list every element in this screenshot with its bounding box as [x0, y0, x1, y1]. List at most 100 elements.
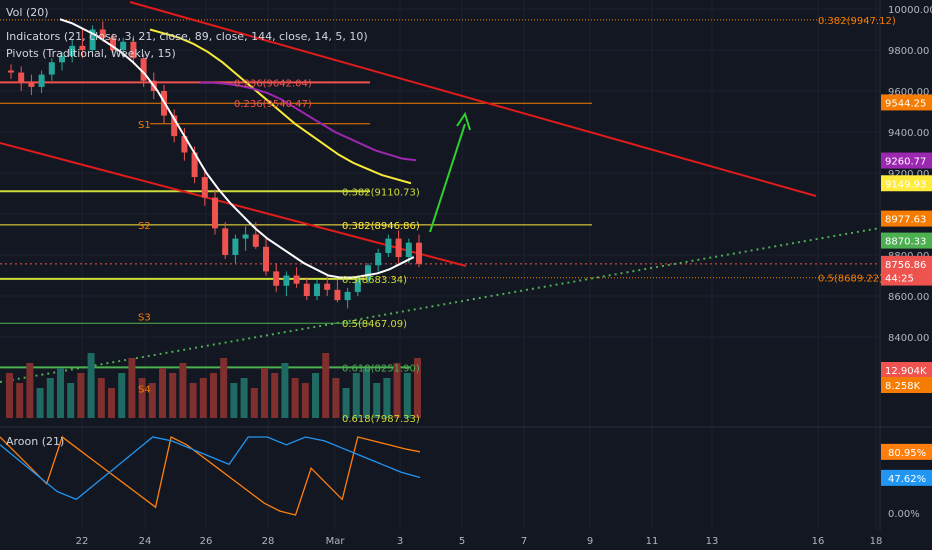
legend-volume[interactable]: Vol (20): [6, 6, 49, 19]
candle-body: [110, 37, 116, 50]
legend-indicators[interactable]: Indicators (21, close, 3, 21, close, 89,…: [6, 30, 368, 43]
price-badge: [881, 269, 932, 286]
volume-bar: [16, 383, 24, 418]
time-tick-label: 7: [521, 536, 527, 547]
volume-bar: [261, 368, 268, 418]
volume-bar: [312, 373, 319, 418]
volume-bar: [403, 373, 411, 418]
ema-lines: [59, 18, 417, 279]
projection-arrow: [429, 123, 466, 233]
time-tick-label: 13: [706, 536, 719, 547]
price-tick-label: 9600.00: [888, 87, 929, 98]
price-badge: [881, 152, 932, 169]
volume-bar: [148, 383, 156, 418]
candle-body: [79, 45, 86, 50]
pivot-label: S1: [138, 120, 151, 131]
volume-bar: [169, 373, 177, 418]
volume-bar: [291, 378, 299, 418]
candle-body: [344, 291, 351, 301]
support-trendline: [0, 227, 881, 383]
price-badge: [881, 94, 932, 111]
volume-bar: [332, 378, 340, 418]
price-badge-label: 9260.77: [885, 157, 926, 168]
price-badge-label: 9544.25: [885, 98, 926, 109]
volume-bar: [118, 373, 126, 418]
candle-body: [212, 197, 218, 229]
candle-body: [324, 283, 331, 290]
volume-bar: [189, 383, 197, 418]
volume-bar: [373, 383, 381, 418]
volume-bar: [138, 378, 146, 418]
candle-body: [181, 136, 188, 153]
candle-body: [405, 242, 412, 258]
volume-bar: [281, 363, 289, 418]
price-tick-label: 8600.00: [888, 292, 929, 303]
candle-body: [28, 82, 35, 87]
candle-body: [283, 275, 290, 286]
price-tick-label: 9800.00: [888, 46, 929, 57]
volume-bar: [342, 388, 350, 418]
time-axis: 22 24 26 28 Mar 3 5 7 9 11 13 16 18: [76, 536, 883, 547]
volume-bar: [6, 373, 13, 418]
price-axis: 10000.009800.009600.009400.009200.009000…: [881, 5, 932, 520]
volume-bar: [179, 363, 187, 418]
candle-body: [375, 252, 382, 266]
fib-label: 0.382(8946.86): [342, 221, 420, 232]
time-tick-label: 9: [587, 536, 593, 547]
pivot-label: S2: [138, 221, 151, 232]
price-badge: [881, 255, 932, 272]
volume-bar: [46, 378, 54, 418]
candle-body: [395, 238, 402, 258]
volume-bar: [322, 353, 330, 418]
legend-pivots[interactable]: Pivots (Traditional, Weekly, 15): [6, 47, 176, 60]
volume-bar: [240, 378, 248, 418]
aroon-pane: [0, 435, 421, 516]
volume-bar: [393, 363, 401, 418]
candle-body: [8, 70, 14, 73]
volume-bar: [108, 388, 115, 418]
volume-bar: [301, 383, 309, 418]
volume-bar: [57, 368, 64, 418]
candle-body: [201, 177, 208, 198]
price-badge-label: 8977.63: [885, 215, 926, 226]
volume-bar: [67, 383, 75, 418]
resistance-line-upper: [129, 1, 817, 197]
volume-bar: [352, 373, 360, 418]
candlestick-series[interactable]: [8, 21, 422, 309]
time-tick-label: 18: [870, 536, 883, 547]
aroon-badge-label: 0.00%: [888, 509, 920, 520]
volume-bar: [128, 358, 136, 418]
aroon-badge: [881, 469, 932, 486]
candle-body: [385, 238, 392, 253]
fib-label: 0.236(9540.47): [234, 99, 312, 110]
price-tick-label: 10000.00: [888, 5, 932, 16]
candle-body: [69, 45, 76, 57]
candle-body: [140, 58, 147, 81]
candle-body: [130, 41, 137, 59]
volume-badge: [881, 377, 932, 393]
volume-bar: [363, 368, 370, 418]
legend-aroon[interactable]: Aroon (21): [6, 435, 65, 448]
aroon-badge-label: 47.62%: [888, 474, 926, 485]
price-badge: [881, 175, 932, 192]
volume-bar: [97, 378, 105, 418]
volume-bar: [414, 358, 421, 418]
price-badge-label: 9149.93: [885, 179, 926, 190]
price-badge-label: 8870.33: [885, 237, 926, 248]
fib-label: 0.236(9642.04): [234, 78, 312, 89]
time-tick-label: 5: [459, 536, 465, 547]
volume-bar: [220, 358, 228, 418]
volume-bar: [199, 378, 207, 418]
candle-body: [89, 29, 96, 50]
fib-label: 0.382(9110.73): [342, 187, 420, 198]
time-tick-label: 26: [200, 536, 213, 547]
volume-bar: [271, 373, 279, 418]
candle-body: [99, 29, 106, 38]
price-badge: [881, 210, 932, 227]
fib-label: 0.618(7987.33): [342, 414, 420, 425]
candle-body: [222, 228, 229, 255]
time-tick-label: 28: [262, 536, 275, 547]
time-tick-label: Mar: [326, 536, 346, 547]
